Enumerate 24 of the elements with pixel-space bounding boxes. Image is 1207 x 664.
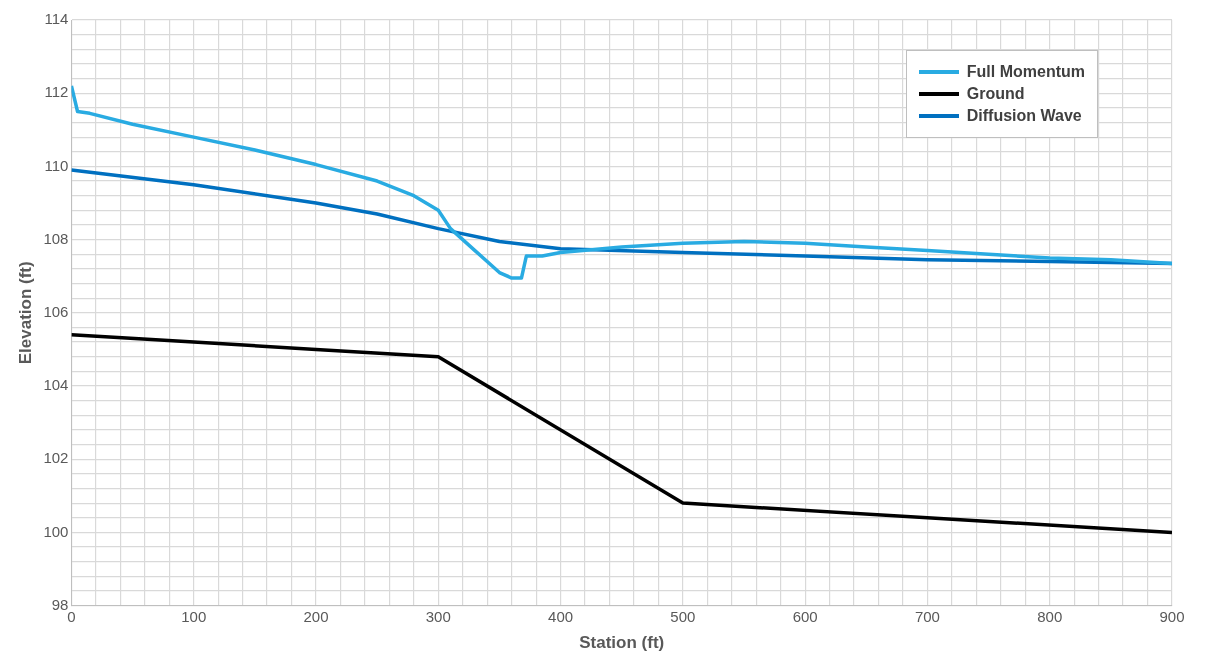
y-tick-label: 98 (51, 595, 69, 613)
x-tick-label: 100 (181, 607, 207, 625)
x-tick-label: 900 (1159, 607, 1185, 625)
legend-label: Ground (966, 85, 1025, 103)
x-axis-title: Station (ft) (579, 633, 665, 653)
y-tick-label: 112 (44, 83, 69, 101)
x-tick-label: 400 (548, 607, 574, 625)
legend-label: Diffusion Wave (966, 107, 1082, 125)
x-tick-label: 200 (303, 607, 329, 625)
y-tick-label: 104 (43, 376, 69, 394)
y-tick-label: 106 (43, 302, 69, 320)
y-tick-label: 108 (43, 229, 69, 247)
x-tick-label: 500 (670, 607, 696, 625)
x-tick-label: 700 (914, 607, 940, 625)
x-tick-label: 300 (425, 607, 451, 625)
x-tick-label: 0 (67, 607, 76, 625)
y-tick-label: 110 (44, 156, 69, 174)
x-tick-label: 800 (1037, 607, 1063, 625)
y-tick-label: 102 (43, 449, 69, 467)
y-tick-label: 114 (44, 10, 69, 28)
y-tick-label: 100 (43, 522, 69, 540)
y-axis-title: Elevation (ft) (15, 261, 35, 365)
legend-label: Full Momentum (966, 63, 1085, 81)
x-tick-label: 600 (792, 607, 818, 625)
